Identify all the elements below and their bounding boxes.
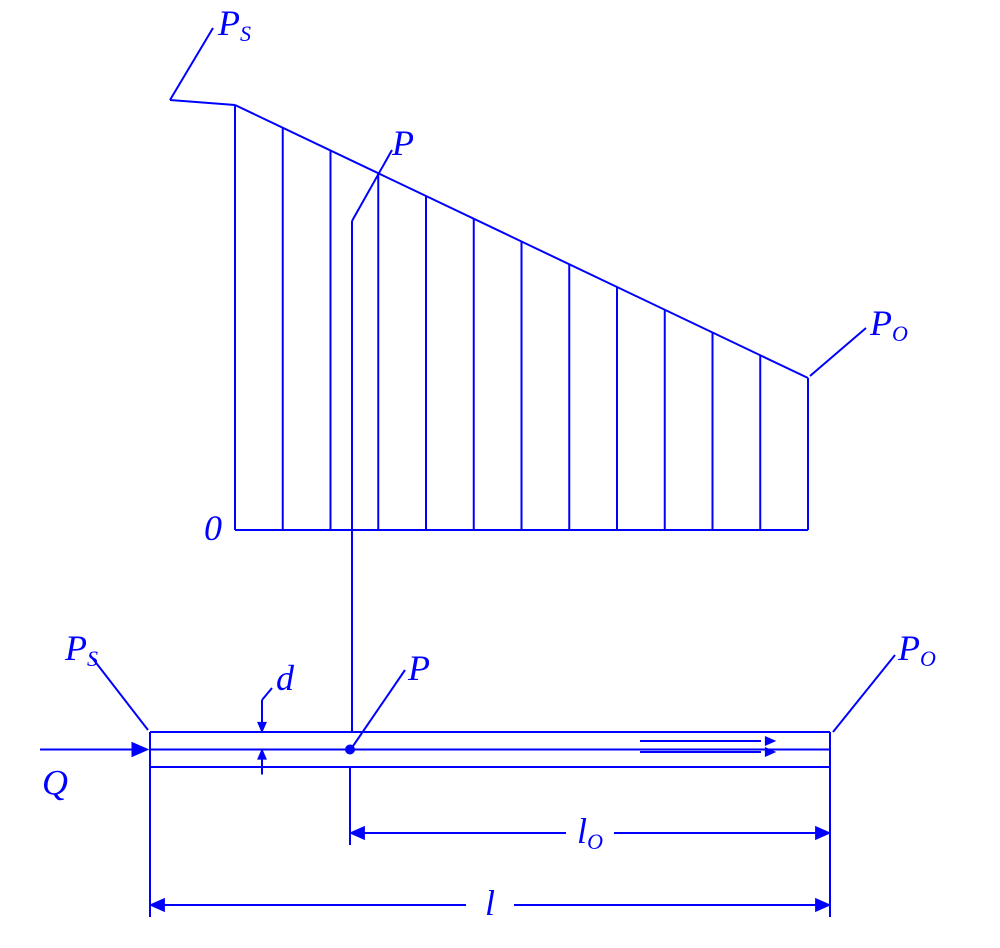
pipe-po-leader xyxy=(833,655,895,732)
origin-label: 0 xyxy=(204,508,222,548)
pipe-po-label: PO xyxy=(897,628,936,671)
pipe-ps-label: PS xyxy=(64,628,98,671)
d-label: d xyxy=(276,658,295,698)
pipe-ps-leader xyxy=(90,655,148,730)
pressure-p-leader xyxy=(352,150,392,221)
pipe-p-label: P xyxy=(407,648,430,688)
pressure-top-left-kink xyxy=(170,100,235,105)
pipe-p-leader xyxy=(351,670,405,749)
diagram-canvas: 0PSPPOQdPSPPOlOl xyxy=(0,0,1000,948)
pressure-po-label: PO xyxy=(869,303,908,346)
pressure-ps-label: PS xyxy=(217,3,251,46)
pressure-po-leader xyxy=(810,328,866,376)
q-label: Q xyxy=(42,763,68,803)
pressure-p-label: P xyxy=(391,123,414,163)
d-leader xyxy=(262,688,272,700)
dim-l-label: l xyxy=(485,883,495,923)
pressure-ps-leader xyxy=(170,28,213,100)
